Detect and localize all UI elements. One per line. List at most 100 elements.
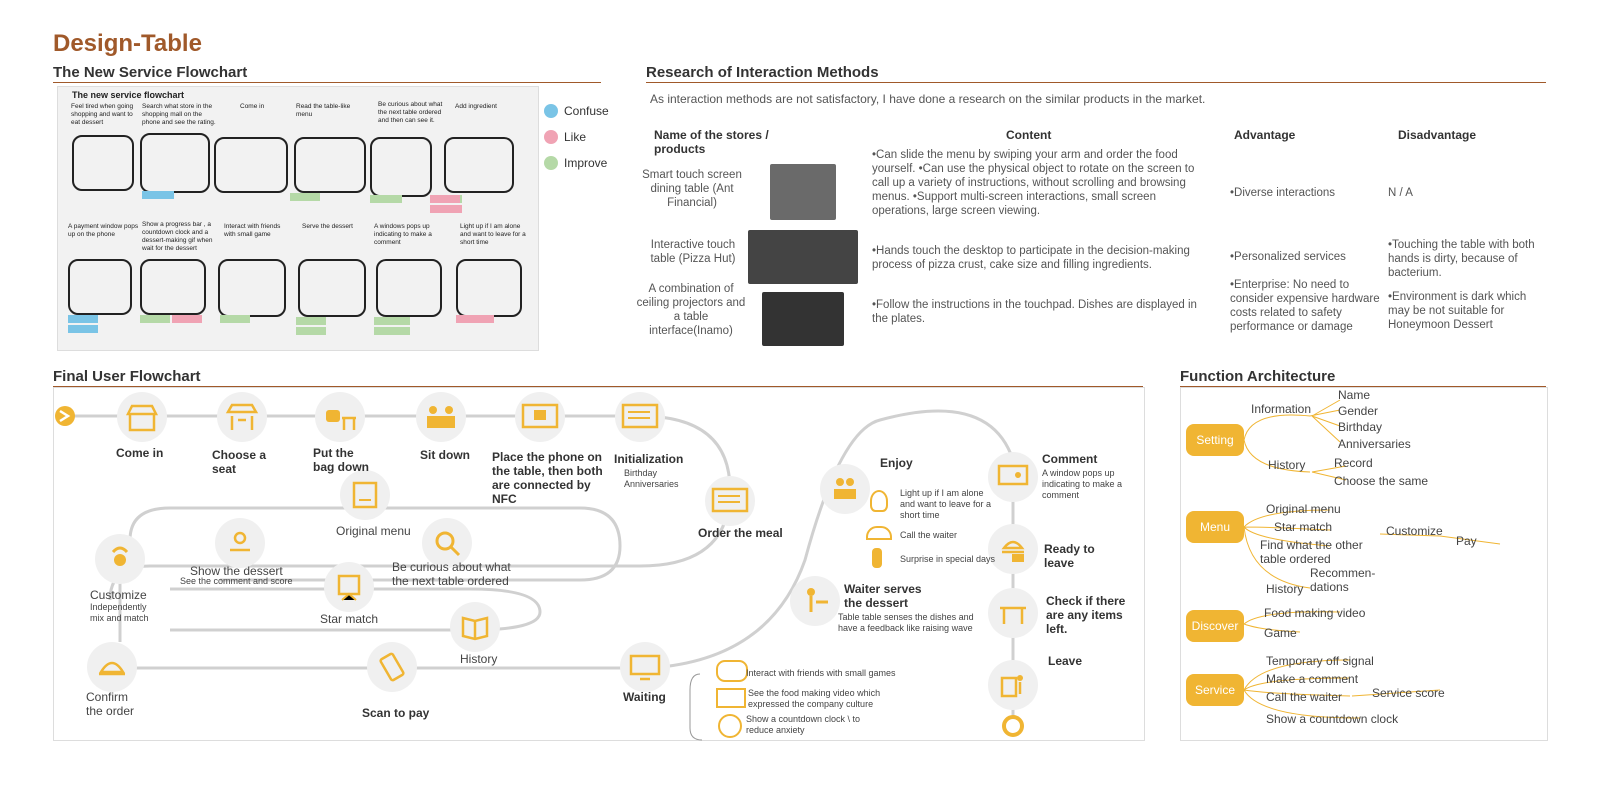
fa-item: Game [1264, 626, 1297, 640]
ready-icon [988, 524, 1038, 574]
service-flowchart-heading: The New Service Flowchart [53, 64, 248, 81]
product-name: Interactive touch table (Pizza Hut) [650, 239, 736, 265]
step-sit-down: Sit down [420, 448, 470, 462]
sticky-note [430, 195, 460, 203]
col-header-disadvantage: Disadvantage [1398, 128, 1477, 142]
fa-item: Customize [1386, 524, 1443, 538]
step-comment: Comment [1042, 452, 1098, 466]
section-rule [1180, 386, 1546, 387]
legend-label: Confuse [564, 104, 609, 118]
book-icon [450, 602, 500, 652]
sketch-caption: Interact with friends with small game [224, 223, 281, 238]
step-initialization: Initialization [614, 452, 684, 466]
sticky-note [220, 315, 250, 323]
sketch-title: The new service flowchart [72, 90, 185, 100]
chef-icon [95, 534, 145, 584]
step-customize: Customize [90, 588, 147, 602]
step-waiting: Waiting [623, 690, 666, 704]
sketch-frame [298, 259, 366, 317]
init-screen-icon [615, 392, 665, 442]
sketch-frame [218, 259, 286, 317]
sketch-caption: Come in [240, 103, 265, 110]
sketch-caption: Light up if I am alone and want to leave… [460, 223, 526, 246]
fa-item: Star match [1274, 520, 1333, 534]
product-photo [770, 164, 836, 220]
product-content: •Hands touch the desktop to participate … [872, 245, 1190, 271]
step-order-meal: Order the meal [698, 526, 783, 540]
sticky-note [142, 191, 174, 199]
step-be-curious: Be curious about what the next table ord… [392, 560, 511, 588]
step-show-dessert: Show the dessert [190, 564, 283, 578]
product-photo [762, 292, 844, 346]
fa-service: Service [1186, 674, 1244, 706]
sticky-note [374, 327, 410, 335]
fa-item: Call the waiter [1266, 690, 1343, 704]
sticky-note [370, 195, 402, 203]
sketch-frame [444, 137, 514, 193]
fa-item: Recommen-dations [1310, 566, 1376, 594]
enjoy-icon [820, 464, 870, 514]
table-check-icon [988, 588, 1038, 638]
page-title: Design-Table [53, 30, 202, 57]
section-rule [646, 82, 1546, 83]
step-star-match: Star match [320, 612, 379, 626]
store-icon [117, 392, 167, 442]
research-heading: Research of Interaction Methods [646, 64, 879, 81]
pay-phone-icon [367, 642, 417, 692]
waiter-subtext: Table table senses the dishes and have a… [838, 612, 974, 633]
fa-item: Make a comment [1266, 672, 1359, 686]
research-intro: As interaction methods are not satisfact… [650, 92, 1206, 106]
product-name: A combination of ceiling projectors and … [636, 283, 746, 337]
section-rule [53, 386, 1143, 387]
product-content: •Follow the instructions in the touchpad… [872, 299, 1197, 325]
step-check: Check if there are any items left. [1046, 594, 1126, 636]
sketch-frame [294, 137, 366, 193]
fa-item: Find what the other table ordered [1260, 538, 1363, 566]
function-arch-heading: Function Architecture [1180, 368, 1336, 385]
clock-icon [718, 714, 742, 738]
end-node [1002, 715, 1024, 737]
start-arrow [59, 409, 71, 423]
gamepad-icon [716, 660, 748, 682]
product-advantage: •Diverse interactions [1230, 187, 1336, 199]
magnifier-icon [422, 518, 472, 568]
step-come-in: Come in [116, 446, 164, 460]
flowchart-box [53, 387, 1145, 741]
fa-item: Record [1334, 456, 1373, 470]
fa-item: Birthday [1338, 420, 1383, 434]
product-name: Smart touch screen dining table (Ant Fin… [642, 169, 742, 209]
sketch-caption: Read the table-like menu [296, 103, 351, 118]
enjoy-item: Light up if I am alone and want to leave… [900, 488, 992, 520]
sticky-note [140, 315, 170, 323]
show-dessert-subtext: See the comment and score [180, 576, 293, 586]
phone-table-icon [515, 392, 565, 442]
bell-icon [866, 526, 892, 540]
enjoy-item: Call the waiter [900, 530, 958, 540]
waiting-screen-icon [620, 642, 670, 692]
fa-item: Pay [1456, 534, 1477, 548]
sketch-frame [140, 133, 210, 193]
leave-icon [988, 660, 1038, 710]
step-enjoy: Enjoy [880, 456, 913, 470]
fa-item: Food making video [1264, 606, 1366, 620]
fa-item: Service score [1372, 686, 1445, 700]
bag-icon [315, 392, 365, 442]
step-original-menu: Original menu [336, 524, 411, 538]
sketch-frame [376, 259, 442, 317]
product-photo [748, 230, 858, 284]
sticky-note [290, 193, 320, 201]
function-arch-box [1180, 387, 1548, 741]
sticky-note [68, 315, 98, 323]
sit-icon [416, 392, 466, 442]
product-advantage: •Personalized services [1230, 251, 1346, 263]
seat-icon [217, 392, 267, 442]
product-advantage: •Enterprise: No need to consider expensi… [1230, 279, 1380, 333]
fa-item: Choose the same [1334, 474, 1429, 488]
sketch-caption: A payment window pops up on the phone [68, 223, 139, 238]
sketch-frame [140, 259, 206, 315]
comment-subtext: A window pops up indicating to make a co… [1042, 468, 1123, 500]
fa-item: History [1268, 458, 1306, 472]
fa-item: Information [1251, 402, 1312, 416]
video-icon [716, 688, 746, 708]
